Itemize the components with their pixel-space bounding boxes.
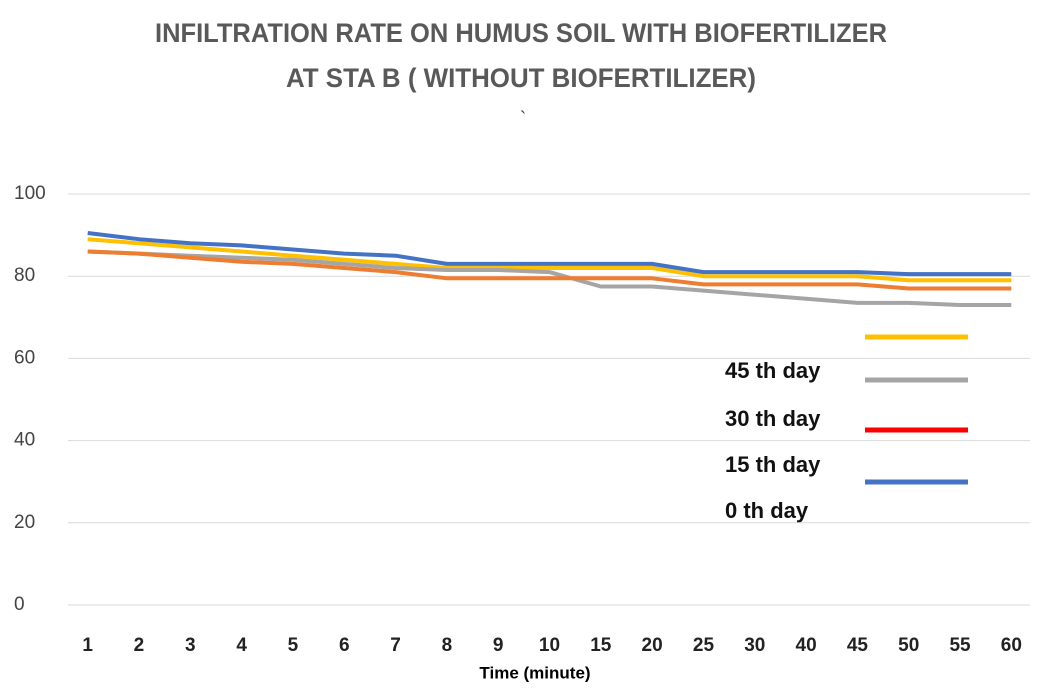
chart-subtitle: AT STA B ( WITHOUT BIOFERTILIZER) (286, 63, 756, 93)
legend-label: 30 th day (725, 406, 821, 431)
x-tick-label: 50 (898, 635, 919, 656)
y-tick-label: 40 (14, 430, 35, 451)
x-tick-label: 15 (590, 635, 612, 656)
x-tick-label: 8 (442, 635, 453, 656)
x-axis-title: Time (minute) (479, 663, 590, 682)
x-tick-label: 3 (185, 635, 196, 656)
legend-label: 15 th day (725, 452, 821, 477)
x-tick-label: 7 (390, 635, 401, 656)
x-tick-label: 30 (744, 635, 765, 656)
x-tick-label: 40 (796, 635, 817, 656)
x-tick-label: 10 (539, 635, 560, 656)
x-tick-label: 2 (134, 635, 145, 656)
y-tick-label: 80 (14, 265, 35, 286)
x-tick-label: 60 (1001, 635, 1022, 656)
legend-note: 0 th day (725, 498, 809, 523)
legend-label: 45 th day (725, 358, 821, 383)
x-tick-label: 5 (288, 635, 299, 656)
x-tick-label: 1 (82, 635, 93, 656)
series-line (87, 231, 1012, 277)
x-tick-label: 45 (847, 635, 869, 656)
series-line (87, 237, 1012, 283)
y-tick-label: 20 (14, 512, 35, 533)
y-tick-label: 0 (14, 594, 25, 615)
x-tick-label: 6 (339, 635, 350, 656)
chart-title: INFILTRATION RATE ON HUMUS SOIL WITH BIO… (155, 18, 887, 48)
x-tick-label: 20 (642, 635, 663, 656)
x-tick-label: 4 (236, 635, 247, 656)
x-tick-label: 55 (949, 635, 971, 656)
x-tick-label: 25 (693, 635, 715, 656)
series-line (87, 249, 1012, 307)
series-line (87, 249, 1012, 291)
annotation: ` (520, 109, 526, 130)
y-tick-label: 100 (14, 183, 46, 204)
y-tick-label: 60 (14, 347, 35, 368)
x-tick-label: 9 (493, 635, 504, 656)
